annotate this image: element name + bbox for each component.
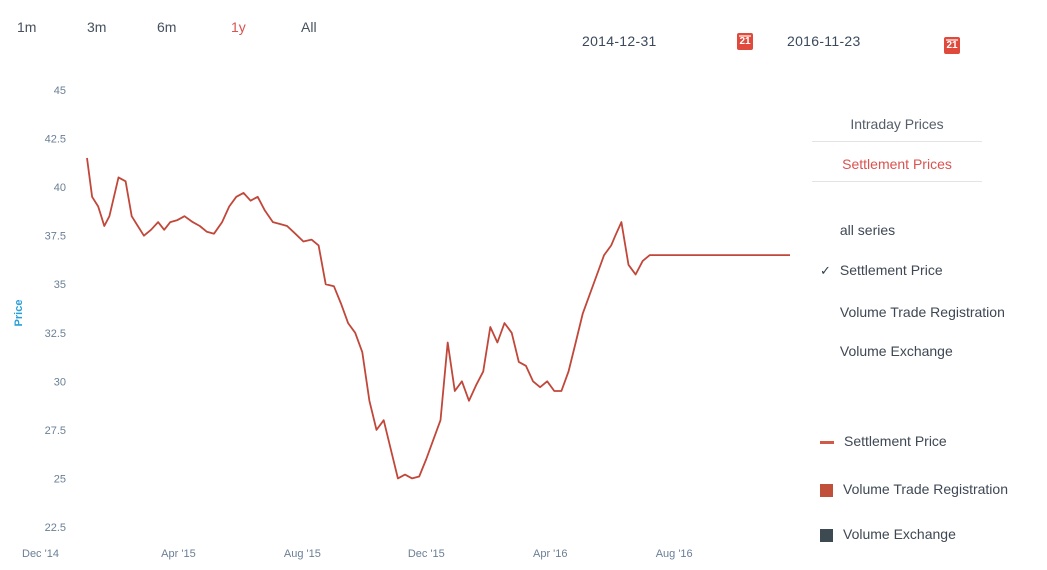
tab-settlement-prices[interactable]: Settlement Prices [812, 156, 982, 182]
range-button-6m[interactable]: 6m [157, 19, 177, 35]
x-tick-label: Dec '15 [408, 548, 445, 560]
range-button-1m[interactable]: 1m [17, 19, 37, 35]
series-line-settlement-price [86, 157, 790, 480]
x-tick-label: Dec '14 [22, 548, 59, 560]
legend-label: Volume Exchange [843, 526, 956, 542]
y-axis: 45 42.5 40 37.5 35 32.5 30 27.5 25 22.5 [45, 85, 66, 534]
y-tick-label: 40 [54, 182, 66, 194]
series-option-all[interactable]: all series [820, 222, 895, 238]
legend-line-icon [820, 440, 834, 444]
legend-label: Volume Trade Registration [843, 481, 1008, 497]
y-tick-label: 37.5 [45, 231, 66, 243]
legend-label: Settlement Price [844, 433, 947, 449]
x-tick-label: Aug '16 [656, 548, 693, 560]
legend-item-volume-exchange[interactable]: Volume Exchange [820, 526, 956, 542]
range-button-all[interactable]: All [301, 19, 317, 35]
x-axis: Dec '14 Apr '15 Aug '15 Dec '15 Apr '16 Aug '… [22, 548, 693, 560]
x-tick-label: Apr '15 [161, 548, 196, 560]
y-tick-label: 32.5 [45, 328, 66, 340]
y-axis-title: Price [13, 300, 25, 327]
series-option-volume-exchange[interactable]: Volume Exchange [820, 343, 953, 359]
x-tick-label: Apr '16 [533, 548, 568, 560]
date-to-input[interactable]: 2016-11-23 [787, 33, 861, 49]
series-option-settlement-price[interactable]: ✓ Settlement Price [820, 262, 943, 279]
series-option-volume-trade-registration[interactable]: Volume Trade Registration [820, 304, 1005, 320]
legend-item-settlement-price[interactable]: Settlement Price [820, 433, 947, 449]
range-button-3m[interactable]: 3m [87, 19, 107, 35]
series-option-label: all series [839, 222, 896, 238]
legend-square-icon [820, 528, 833, 542]
calendar-to-icon[interactable]: 21 [944, 37, 960, 54]
series-option-label: Settlement Price [839, 262, 943, 278]
legend-square-icon [820, 483, 833, 497]
tab-intraday-prices[interactable]: Intraday Prices [812, 116, 982, 142]
y-tick-label: 25 [54, 473, 66, 485]
series-option-label: Volume Trade Registration [839, 304, 1005, 320]
y-tick-label: 22.5 [45, 522, 66, 534]
x-tick-label: Aug '15 [284, 548, 321, 560]
legend-item-volume-trade-registration[interactable]: Volume Trade Registration [820, 481, 1008, 497]
range-button-1y[interactable]: 1y [231, 19, 246, 35]
y-tick-label: 30 [54, 376, 66, 388]
series-option-label: Volume Exchange [839, 343, 953, 359]
checkmark-icon[interactable]: ✓ [820, 263, 831, 278]
y-tick-label: 27.5 [45, 425, 66, 437]
y-tick-label: 45 [54, 85, 66, 97]
calendar-from-icon[interactable]: 21 [737, 33, 753, 50]
y-tick-label: 42.5 [45, 134, 66, 146]
date-from-input[interactable]: 2014-12-31 [582, 33, 657, 49]
y-tick-label: 35 [54, 279, 66, 291]
